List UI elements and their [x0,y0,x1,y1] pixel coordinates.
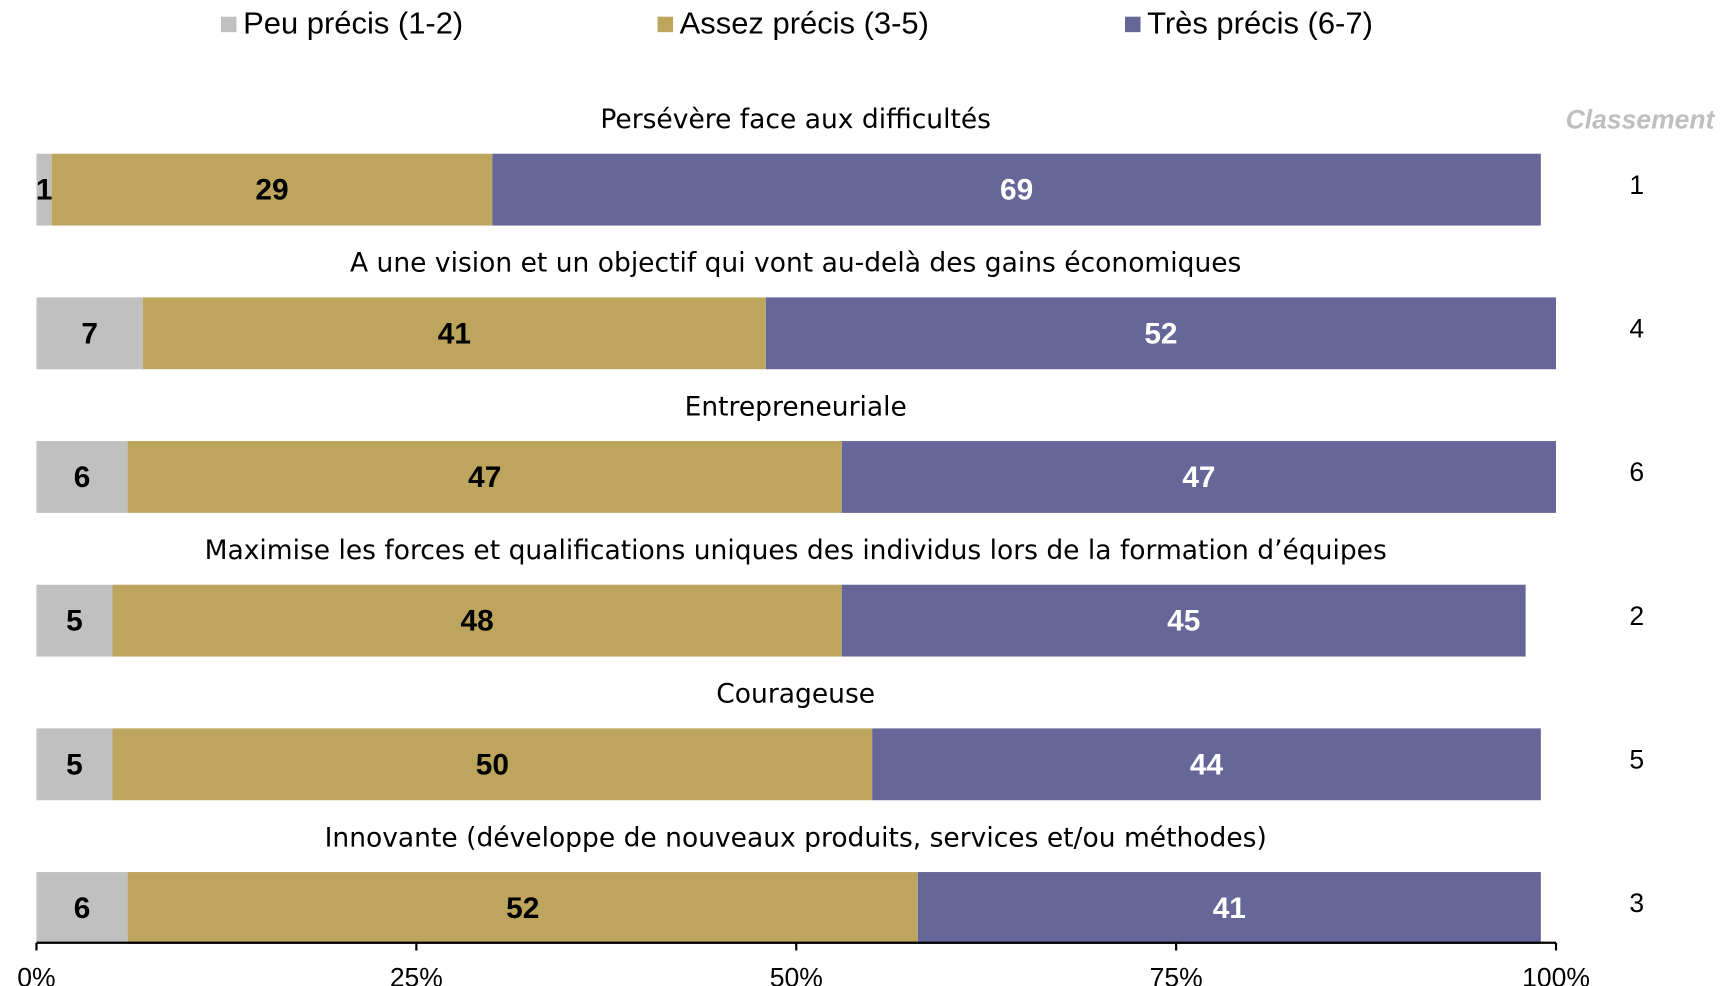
bar-segment [127,872,918,944]
data-label: 5 [66,748,83,781]
rank-value: 1 [1629,170,1644,200]
bar-segment [917,872,1541,944]
data-label: 41 [438,317,471,350]
data-label: 44 [1190,748,1224,781]
bar-segment [112,728,873,801]
data-label: 6 [74,461,91,494]
bar-segment [112,584,842,657]
data-label: 7 [81,317,98,350]
legend-swatch [1125,16,1141,33]
bar-segment [36,153,52,226]
bar-segment [841,584,1526,657]
data-label: 47 [468,461,501,494]
data-label: 45 [1167,605,1200,638]
bar-segment [127,441,842,513]
data-label: 52 [506,892,539,925]
legend-label: Très précis (6-7) [1147,6,1373,41]
category-label: Courageuse [716,679,875,710]
category-label: A une vision et un objectif qui vont au-… [350,248,1241,279]
data-label: 69 [1000,174,1033,207]
rank-title: Classement [1566,105,1716,135]
x-tick-label: 75% [1150,962,1203,986]
rank-value: 3 [1629,888,1644,918]
data-label: 5 [66,605,83,638]
bar-segment [36,872,128,944]
data-label: 41 [1213,892,1246,925]
data-label: 47 [1182,461,1215,494]
x-tick-label: 50% [770,962,823,986]
bar-segment [36,297,143,370]
bar-segment [36,441,128,513]
category-label: Maximise les forces et qualifications un… [205,535,1387,566]
x-tick-label: 100% [1522,962,1590,986]
data-label: 50 [476,748,509,781]
bar-segment [765,297,1557,370]
category-label: Persévère face aux difficultés [600,104,991,135]
rank-value: 4 [1629,314,1644,344]
data-label: 6 [74,892,91,925]
data-label: 29 [255,174,288,207]
bar-segment [36,584,113,657]
rank-value: 5 [1629,745,1644,775]
x-tick-label: 0% [17,962,55,986]
bar-segment [142,297,766,370]
data-label: 48 [461,605,494,638]
bar-segment [492,153,1541,226]
bar-segment [872,728,1541,801]
category-label: Innovante (développe de nouveaux produit… [325,822,1267,853]
data-label: 52 [1144,317,1177,350]
bar-segment [841,441,1557,513]
rank-value: 6 [1629,457,1644,487]
x-tick-label: 25% [390,962,443,986]
bar-segment [51,153,493,226]
legend-label: Assez précis (3-5) [680,6,929,41]
legend-swatch [657,16,674,33]
rank-value: 2 [1629,601,1644,631]
category-label: Entrepreneuriale [685,391,907,422]
data-label: 1 [36,174,53,207]
legend-label: Peu précis (1-2) [243,6,463,41]
bar-segment [36,728,113,801]
legend-swatch [221,16,237,33]
